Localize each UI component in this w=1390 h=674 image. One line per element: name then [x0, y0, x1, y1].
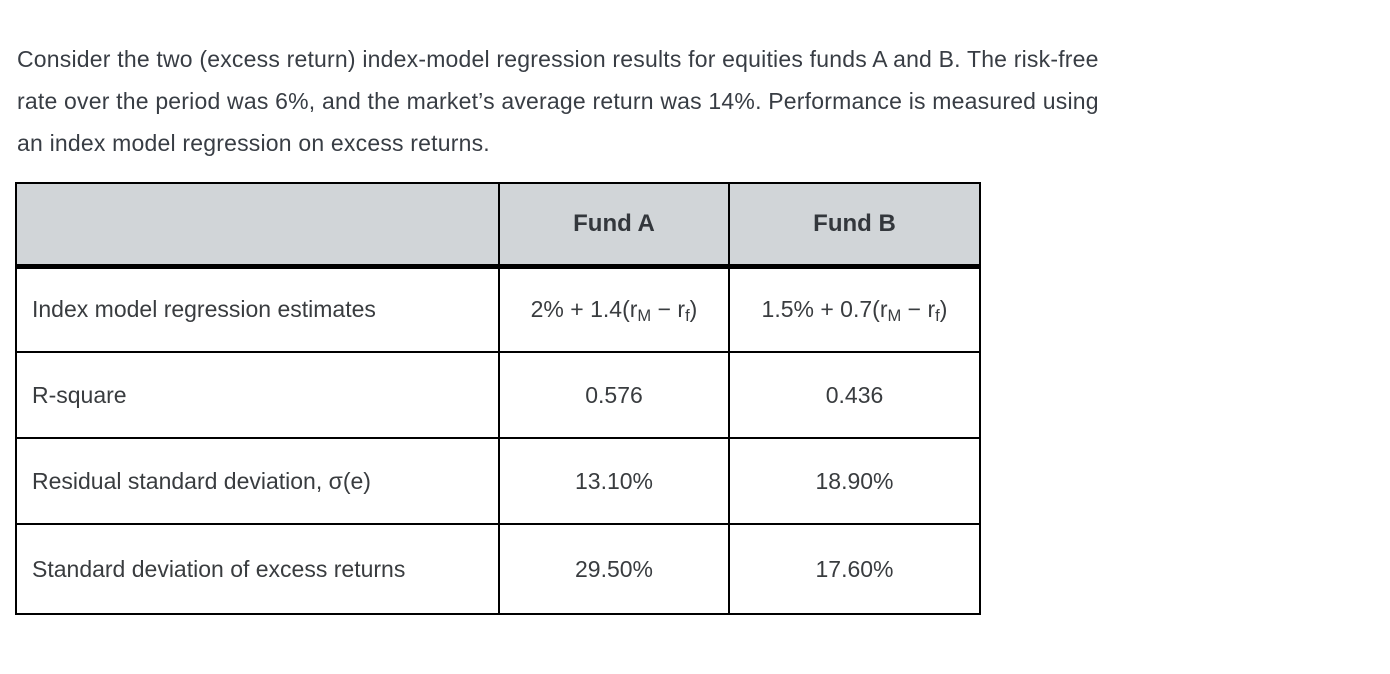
fund-a-r-square: 0.576	[498, 351, 730, 439]
blank-header-cell	[15, 182, 500, 269]
table-header-row: Fund A Fund B	[15, 182, 981, 269]
fund-a-std-dev-excess-returns: 29.50%	[498, 523, 730, 615]
fund-a-residual-std-dev: 13.10%	[498, 437, 730, 525]
regression-results-table: Fund A Fund B Index model regression est…	[15, 182, 981, 615]
row-label: Index model regression estimates	[15, 265, 500, 353]
fund-a-column-header: Fund A	[498, 182, 730, 269]
fund-b-std-dev-excess-returns: 17.60%	[728, 523, 981, 615]
intro-line-2: rate over the period was 6%, and the mar…	[17, 88, 1099, 114]
row-label: Standard deviation of excess returns	[15, 523, 500, 615]
fund-b-column-header: Fund B	[728, 182, 981, 269]
fund-b-r-square: 0.436	[728, 351, 981, 439]
fund-b-residual-std-dev: 18.90%	[728, 437, 981, 525]
table-row-std-dev-excess-returns: Standard deviation of excess returns 29.…	[15, 523, 981, 615]
fund-a-regression-estimate: 2% + 1.4(rM − rf)	[498, 265, 730, 353]
row-label: Residual standard deviation, σ(e)	[15, 437, 500, 525]
row-label: R-square	[15, 351, 500, 439]
table-row-regression-estimates: Index model regression estimates 2% + 1.…	[15, 265, 981, 353]
table-row-r-square: R-square 0.576 0.436	[15, 351, 981, 439]
fund-b-regression-estimate: 1.5% + 0.7(rM − rf)	[728, 265, 981, 353]
intro-paragraph: Consider the two (excess return) index-m…	[0, 0, 1390, 164]
intro-line-3: an index model regression on excess retu…	[17, 130, 490, 156]
table-row-residual-std-dev: Residual standard deviation, σ(e) 13.10%…	[15, 437, 981, 525]
intro-line-1: Consider the two (excess return) index-m…	[17, 46, 1099, 72]
